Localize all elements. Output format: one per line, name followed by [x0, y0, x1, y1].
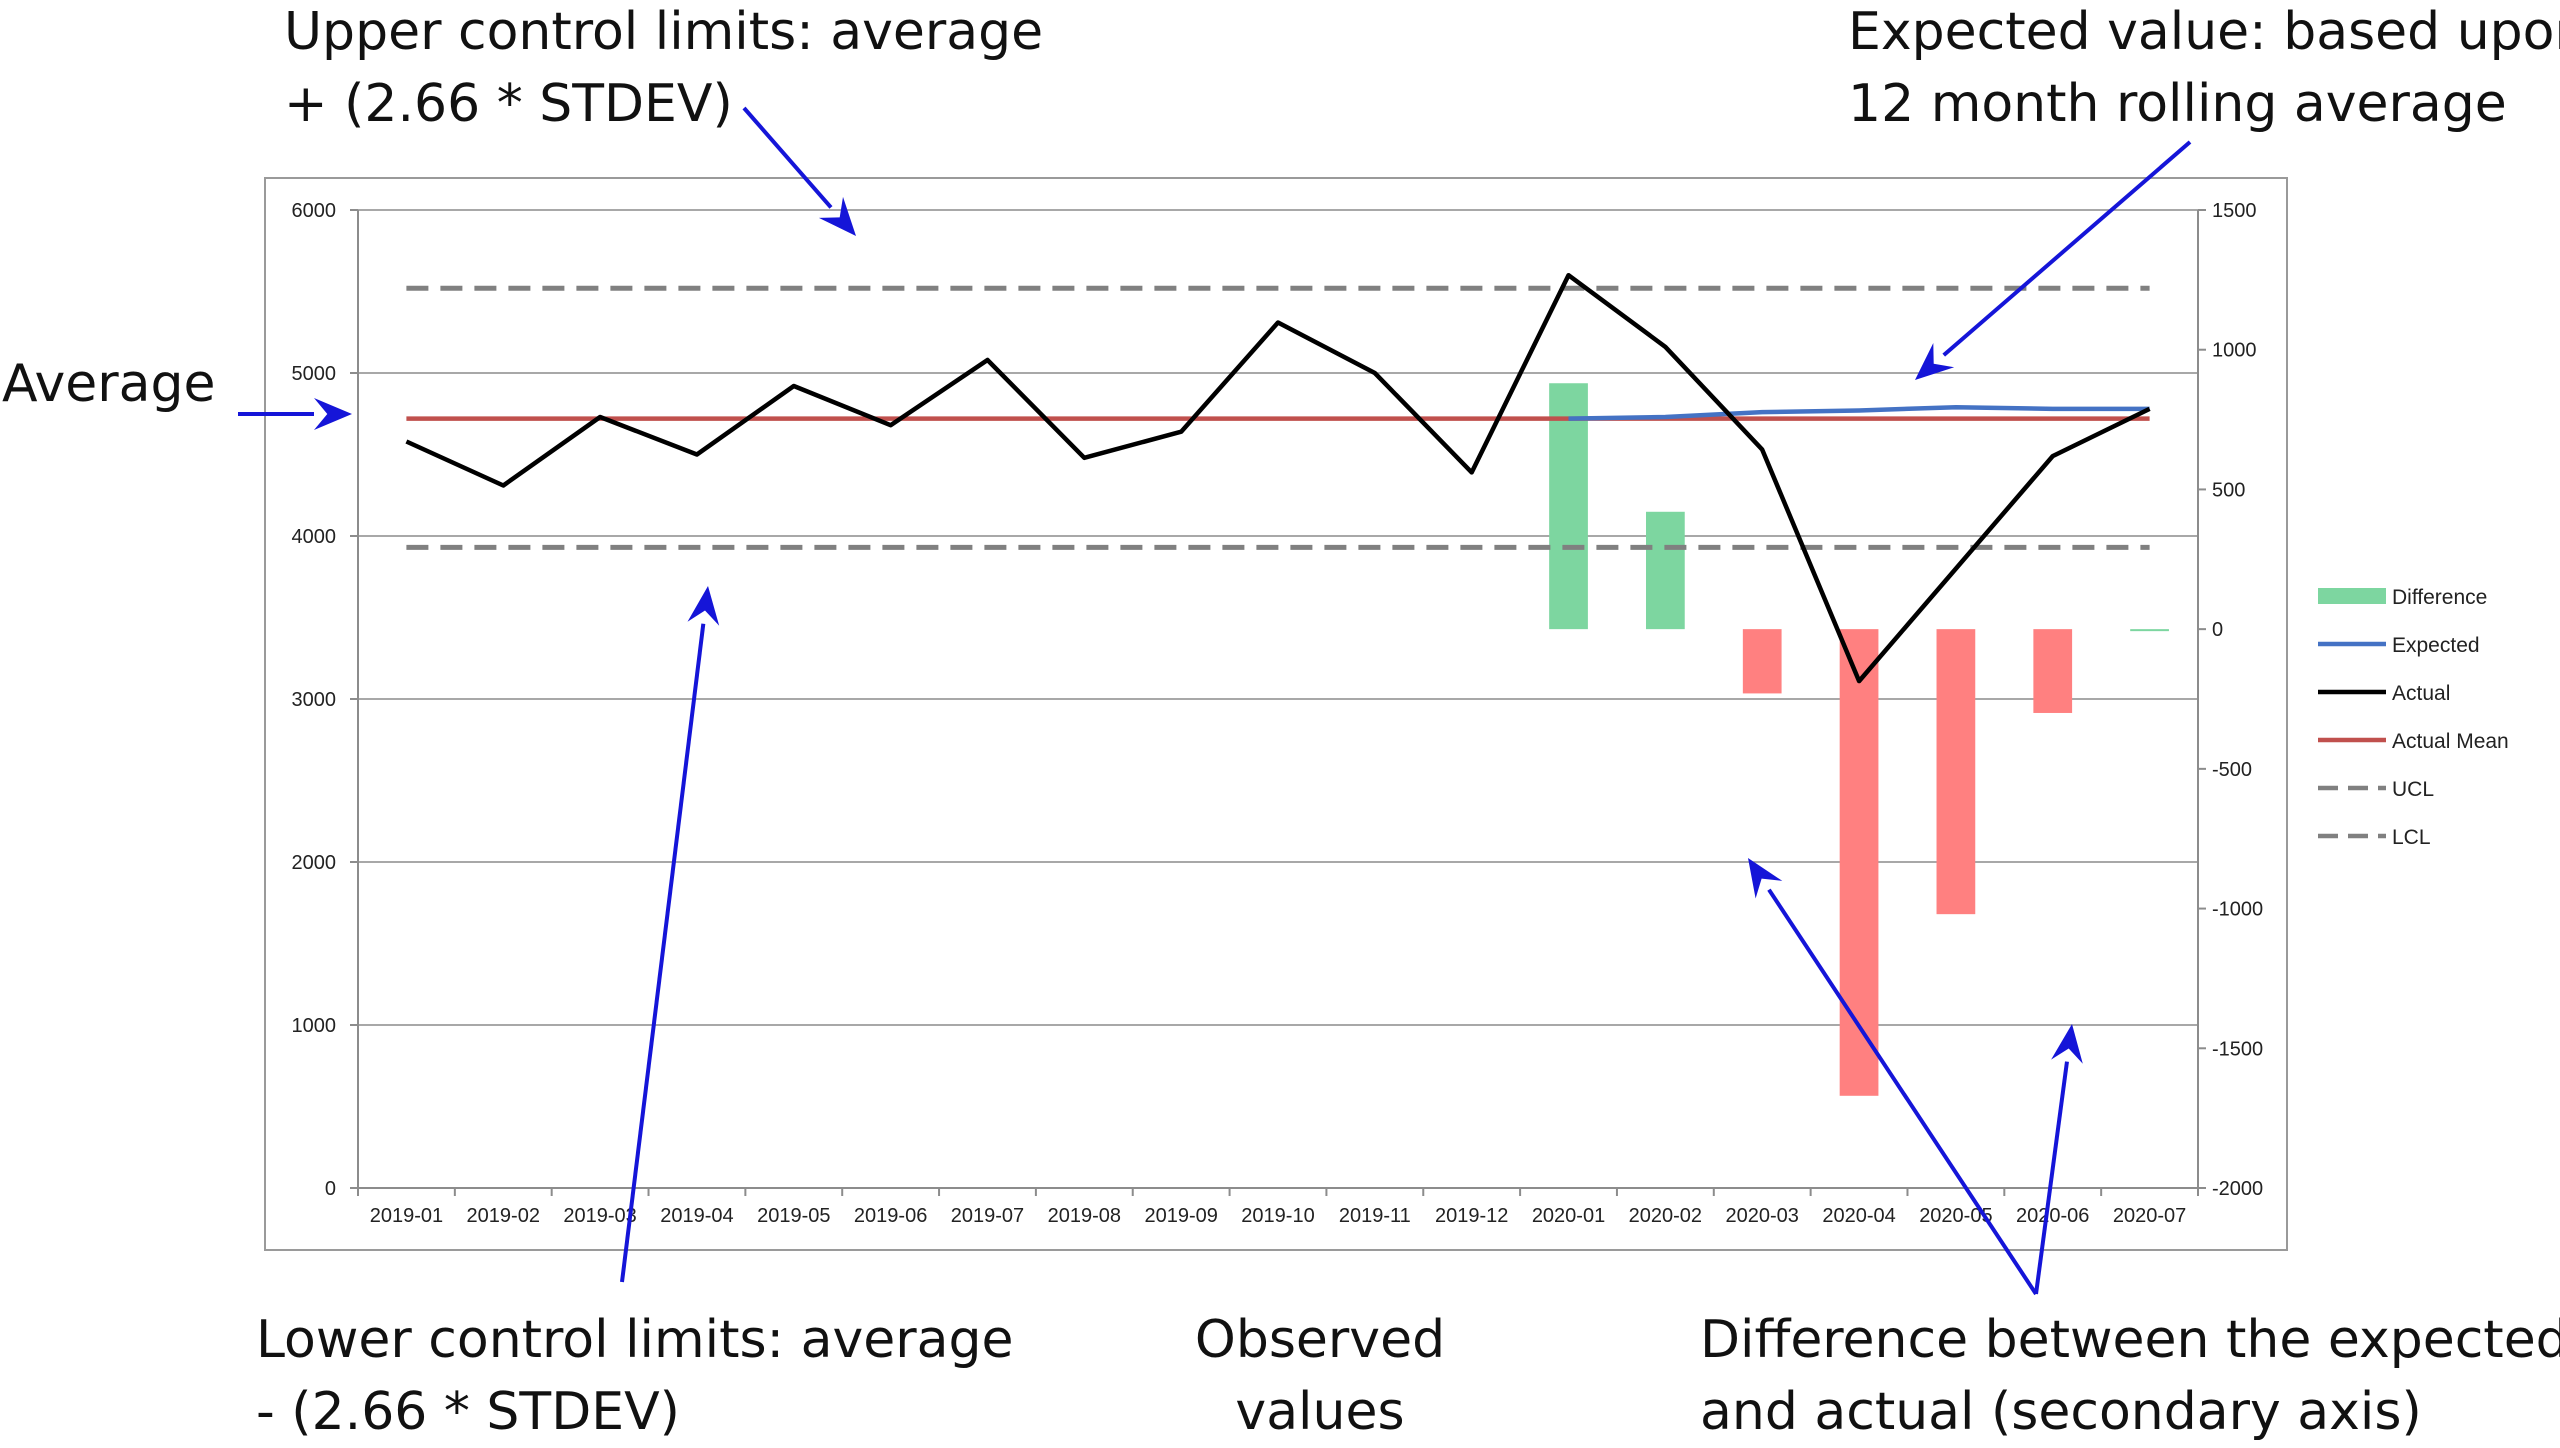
arrow-shaft [2034, 1061, 2069, 1295]
difference-annotation-line-2: and actual (secondary axis) [1700, 1382, 2422, 1442]
gridlines [358, 209, 2198, 1026]
x-tick-label: 2020-02 [1629, 1205, 1702, 1227]
series-expected [1568, 404, 2150, 421]
difference-bar [2033, 629, 2073, 713]
expected-annotation-line-2: 12 month rolling average [1848, 74, 2507, 134]
y-tick-label: 5000 [292, 363, 337, 385]
x-tick-label: 2019-06 [854, 1205, 927, 1227]
observed-annotation-line-2: values [1235, 1382, 1405, 1442]
arrow-head [1748, 858, 1783, 899]
x-tick-label: 2019-10 [1241, 1205, 1314, 1227]
x-tick-label: 2020-01 [1532, 1205, 1605, 1227]
ucl-annotation-line-2: + (2.66 * STDEV) [284, 74, 733, 134]
y2-tick-label: 0 [2212, 619, 2223, 641]
observed-annotation-line-1: Observed [1194, 1310, 1446, 1370]
difference-bar [1839, 629, 1879, 1096]
expected-annotation-line-1: Expected value: based upon [1848, 2, 2560, 62]
average-arrow [238, 398, 352, 430]
difference-bar [1742, 629, 1782, 694]
expected-arrow [1915, 140, 2192, 380]
ucl-annotation-line-1: Upper control limits: average [284, 2, 1044, 62]
arrow-head [1915, 343, 1955, 380]
arrow-shaft [620, 623, 706, 1283]
y-tick-label: 4000 [292, 526, 337, 548]
y-tick-label: 1000 [292, 1015, 337, 1037]
difference-annotation-line-1: Difference between the expected [1700, 1310, 2560, 1370]
lcl-annotation-line-1: Lower control limits: average [256, 1310, 1014, 1370]
x-tick-label: 2019-02 [467, 1205, 540, 1227]
difference-bar [1646, 511, 1685, 630]
lcl-annotation: Lower control limits: average - (2.66 * … [256, 1304, 1013, 1448]
series-actual [405, 272, 2151, 684]
average-annotation: Average [2, 354, 216, 414]
legend-label: Difference [2392, 586, 2487, 609]
y2-tick-label: 1000 [2212, 340, 2257, 362]
x-tick-label: 2019-08 [1048, 1205, 1121, 1227]
y2-tick-label: -1500 [2212, 1038, 2263, 1060]
x-tick-label: 2019-07 [951, 1205, 1024, 1227]
arrow-shaft [742, 106, 833, 209]
y-tick-label: 6000 [292, 200, 337, 222]
y2-tick-label: -500 [2212, 759, 2252, 781]
x-tick-label: 2019-05 [757, 1205, 830, 1227]
x-tick-label: 2020-06 [2016, 1205, 2089, 1227]
legend-label: LCL [2392, 826, 2431, 849]
x-tick-label: 2019-04 [660, 1205, 733, 1227]
difference-bar [2130, 629, 2169, 632]
arrow-head [687, 586, 720, 626]
legend-label: Actual [2392, 682, 2450, 705]
difference-bar [1936, 629, 1976, 915]
arrow-shaft [1767, 888, 2038, 1296]
x-tick-label: 2019-03 [563, 1205, 636, 1227]
chart-frame [264, 177, 2288, 1251]
y2-tick-label: 1500 [2212, 200, 2257, 222]
observed-annotation: Observed values [1180, 1304, 1460, 1448]
ucl-arrow [742, 106, 856, 236]
difference-arrow-left [1748, 858, 2038, 1296]
axes: 0100020003000400050006000-2000-1500-1000… [292, 200, 2264, 1227]
y-tick-label: 0 [325, 1178, 336, 1200]
y2-tick-label: -2000 [2212, 1178, 2263, 1200]
x-tick-label: 2019-12 [1435, 1205, 1508, 1227]
ucl-annotation: Upper control limits: average + (2.66 * … [284, 0, 1043, 140]
legend-label: Actual Mean [2392, 730, 2509, 753]
y2-tick-label: 500 [2212, 479, 2245, 501]
x-tick-label: 2019-09 [1144, 1205, 1217, 1227]
series-lines [405, 272, 2151, 684]
annotation-arrows [238, 106, 2192, 1296]
arrow-head [2051, 1024, 2083, 1064]
x-tick-label: 2019-11 [1339, 1205, 1411, 1227]
legend-label: UCL [2392, 778, 2434, 801]
legend-label: Expected [2392, 634, 2480, 657]
arrow-shaft [1942, 140, 2192, 357]
x-tick-label: 2020-04 [1822, 1205, 1895, 1227]
expected-annotation: Expected value: based upon 12 month roll… [1848, 0, 2560, 140]
difference-annotation: Difference between the expected and actu… [1700, 1304, 2560, 1448]
y-tick-label: 2000 [292, 852, 337, 874]
legend-swatch [2318, 588, 2386, 604]
arrow-head [314, 398, 352, 430]
lcl-arrow [620, 586, 720, 1283]
x-tick-label: 2019-01 [370, 1205, 443, 1227]
lcl-annotation-line-2: - (2.66 * STDEV) [256, 1382, 680, 1442]
arrow-head [818, 196, 856, 236]
difference-bars [1549, 383, 2169, 1096]
x-tick-label: 2020-03 [1726, 1205, 1799, 1227]
difference-bar [1549, 383, 1588, 630]
difference-arrow-right [2034, 1024, 2083, 1295]
x-tick-label: 2020-05 [1919, 1205, 1992, 1227]
legend: Difference Expected Actual Actual Mean UCL LC… [2318, 586, 2509, 849]
y2-tick-label: -1000 [2212, 899, 2263, 921]
x-tick-label: 2020-07 [2113, 1205, 2186, 1227]
y-tick-label: 3000 [292, 689, 337, 711]
